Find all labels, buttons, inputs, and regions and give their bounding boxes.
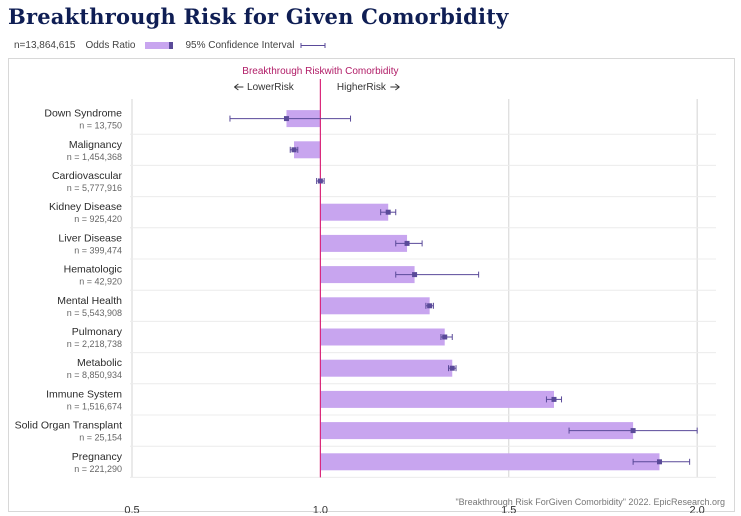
category-label: Cardiovascular <box>52 170 123 182</box>
odds-ratio-legend-label: Odds Ratio <box>85 39 136 51</box>
odds-ratio-point <box>404 240 410 246</box>
category-n-label: n = 399,474 <box>74 245 122 255</box>
odds-ratio-bar <box>320 359 453 377</box>
odds-ratio-point <box>412 272 418 278</box>
odds-ratio-bar <box>320 390 554 408</box>
ci-legend-icon <box>300 42 326 48</box>
odds-ratio-bar <box>294 141 321 159</box>
category-n-label: n = 42,920 <box>79 277 122 287</box>
source-note: "Breakthrough Risk ForGiven Comorbidity"… <box>455 497 725 507</box>
category-n-label: n = 1,454,368 <box>67 152 122 162</box>
right-arrow-head <box>395 83 400 91</box>
category-label: Pulmonary <box>72 326 123 338</box>
odds-ratio-swatch <box>145 41 174 49</box>
category-n-label: n = 2,218,738 <box>67 339 122 349</box>
x-tick-label: 1.5 <box>501 504 516 513</box>
category-n-label: n = 925,420 <box>74 214 122 224</box>
odds-ratio-bar <box>320 297 430 315</box>
odds-ratio-bar <box>320 453 660 471</box>
odds-ratio-point <box>442 334 448 340</box>
category-n-label: n = 221,290 <box>74 464 122 474</box>
odds-ratio-bar <box>320 203 389 221</box>
category-n-label: n = 5,777,916 <box>67 183 122 193</box>
odds-ratio-bar <box>320 266 415 284</box>
error-bars-layer <box>229 115 698 465</box>
odds-ratio-point <box>385 209 391 215</box>
category-label: Liver Disease <box>58 232 122 244</box>
higher-risk-label: HigherRisk <box>337 82 387 93</box>
reference-label: Breakthrough Riskwith Comorbidity <box>242 66 398 77</box>
ci-legend-label: 95% Confidence Interval <box>185 39 295 51</box>
grid-lines <box>130 99 716 478</box>
odds-ratio-point <box>551 396 557 402</box>
x-ticks-layer: 0.5 1.0 1.5 2.0 <box>124 504 704 513</box>
legend: n=13,864,615 Odds Ratio 95% Confidence I… <box>14 38 326 52</box>
x-tick-label: 2.0 <box>690 504 705 513</box>
odds-ratio-point <box>449 365 455 371</box>
category-label: Immune System <box>46 388 122 400</box>
category-label: Mental Health <box>57 295 122 307</box>
category-label: Kidney Disease <box>49 201 122 213</box>
odds-ratio-point <box>291 147 297 153</box>
odds-ratio-point <box>427 303 433 309</box>
left-arrow-head <box>234 83 239 91</box>
odds-ratio-bar <box>320 422 634 440</box>
odds-ratio-bar <box>320 234 408 252</box>
odds-ratio-point <box>283 116 289 122</box>
category-label: Down Syndrome <box>44 108 122 120</box>
category-label: Metabolic <box>77 357 122 369</box>
risk-arrows <box>234 83 400 91</box>
x-tick-label: 0.5 <box>124 504 139 513</box>
bars-layer <box>286 110 660 471</box>
category-n-label: n = 8,850,934 <box>67 370 122 380</box>
odds-ratio-point <box>317 178 323 184</box>
category-label: Malignancy <box>69 139 123 151</box>
chart-panel: Down Syndrome n = 13,750 Malignancy n = 1,4… <box>8 58 735 513</box>
odds-ratio-point <box>656 459 662 465</box>
odds-ratio-bar <box>320 328 445 346</box>
category-n-label: n = 1,516,674 <box>67 401 122 411</box>
category-label: Pregnancy <box>72 451 123 463</box>
lower-risk-label: LowerRisk <box>247 82 295 93</box>
category-label: Solid Organ Transplant <box>15 420 122 432</box>
page-title: Breakthrough Risk for Given Comorbidity <box>8 4 509 29</box>
category-label: Hematologic <box>64 264 122 276</box>
total-n-label: n=13,864,615 <box>14 39 76 51</box>
odds-ratio-point <box>630 428 636 434</box>
category-n-label: n = 25,154 <box>79 433 122 443</box>
category-n-label: n = 13,750 <box>79 121 122 131</box>
x-tick-label: 1.0 <box>313 504 328 513</box>
category-n-label: n = 5,543,908 <box>67 308 122 318</box>
